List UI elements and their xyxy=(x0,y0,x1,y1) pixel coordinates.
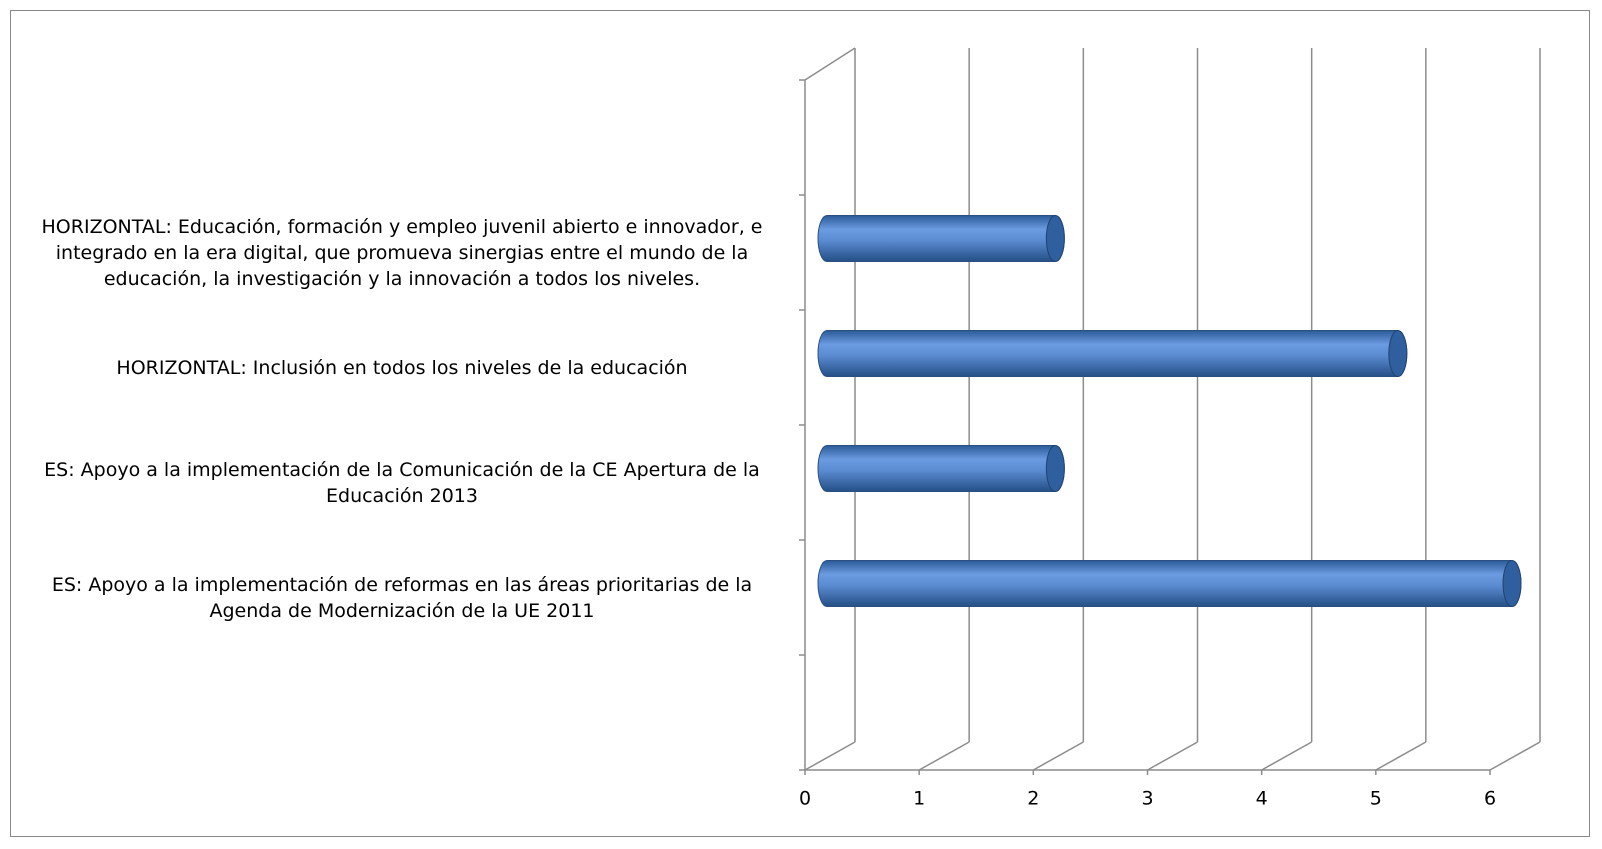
bar xyxy=(817,560,1522,607)
bar xyxy=(817,215,1065,262)
bar-cap xyxy=(1388,330,1408,377)
floor-grid-line xyxy=(1032,741,1084,771)
y-tick-label: ES: Apoyo a la implementación de la Comu… xyxy=(44,458,760,507)
chart-frame xyxy=(10,10,1590,837)
floor-grid-line xyxy=(1147,741,1198,771)
floor-grid-line xyxy=(918,741,970,771)
x-tick-label: 4 xyxy=(1256,788,1268,810)
x-tick-label: 3 xyxy=(1141,788,1153,810)
x-tick-label: 0 xyxy=(799,788,811,810)
bar xyxy=(817,330,1408,377)
bar-cap xyxy=(1045,445,1065,492)
x-tick-label: 5 xyxy=(1370,788,1382,810)
x-tick-label: 6 xyxy=(1484,788,1496,810)
x-tick-label: 1 xyxy=(913,788,925,810)
wall-edge xyxy=(804,47,856,81)
x-tick-label: 2 xyxy=(1027,788,1039,810)
floor-grid-line xyxy=(1375,741,1427,771)
y-tick-label: HORIZONTAL: Educación, formación y emple… xyxy=(41,215,763,290)
floor-grid-line xyxy=(1261,741,1313,771)
y-tick-label: HORIZONTAL: Inclusión en todos los nivel… xyxy=(116,356,688,379)
bar-cap xyxy=(1045,215,1065,262)
y-tick-label: ES: Apoyo a la implementación de reforma… xyxy=(51,573,753,622)
floor-grid-line xyxy=(1489,741,1541,771)
floor-grid-line xyxy=(804,741,856,771)
bar xyxy=(817,445,1065,492)
bar-cap xyxy=(1502,560,1522,607)
